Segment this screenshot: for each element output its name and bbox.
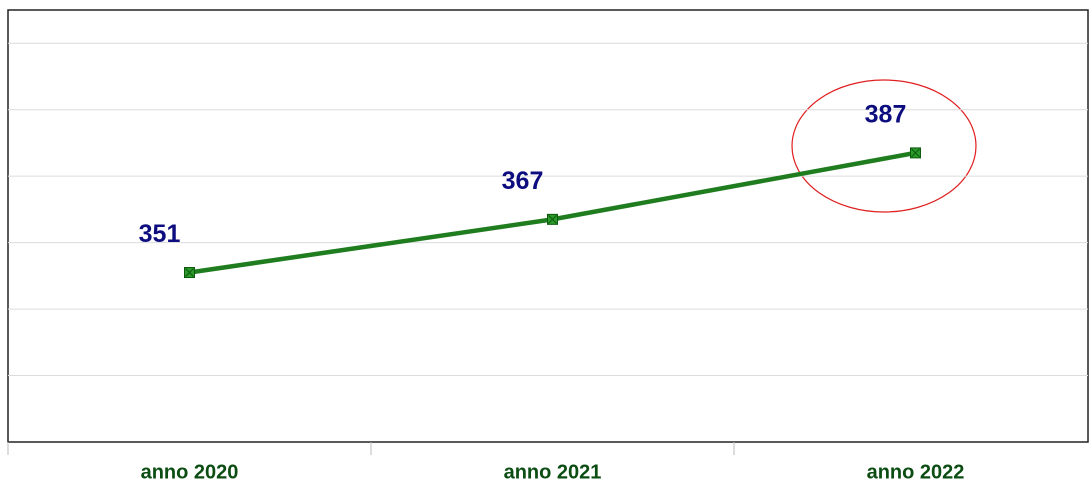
x-tick-label: anno 2020 (141, 461, 239, 483)
data-label: 387 (865, 101, 907, 129)
marker-cross (911, 148, 920, 158)
data-label: 351 (139, 220, 181, 248)
marker-cross (548, 215, 557, 224)
x-tick-label: anno 2021 (504, 461, 602, 483)
x-tick-label: anno 2022 (867, 461, 965, 483)
marker-cross (185, 268, 194, 277)
data-label: 367 (502, 167, 544, 195)
plot-frame (7, 9, 1089, 443)
highlight-ellipse (791, 79, 977, 213)
line (189, 150, 916, 275)
